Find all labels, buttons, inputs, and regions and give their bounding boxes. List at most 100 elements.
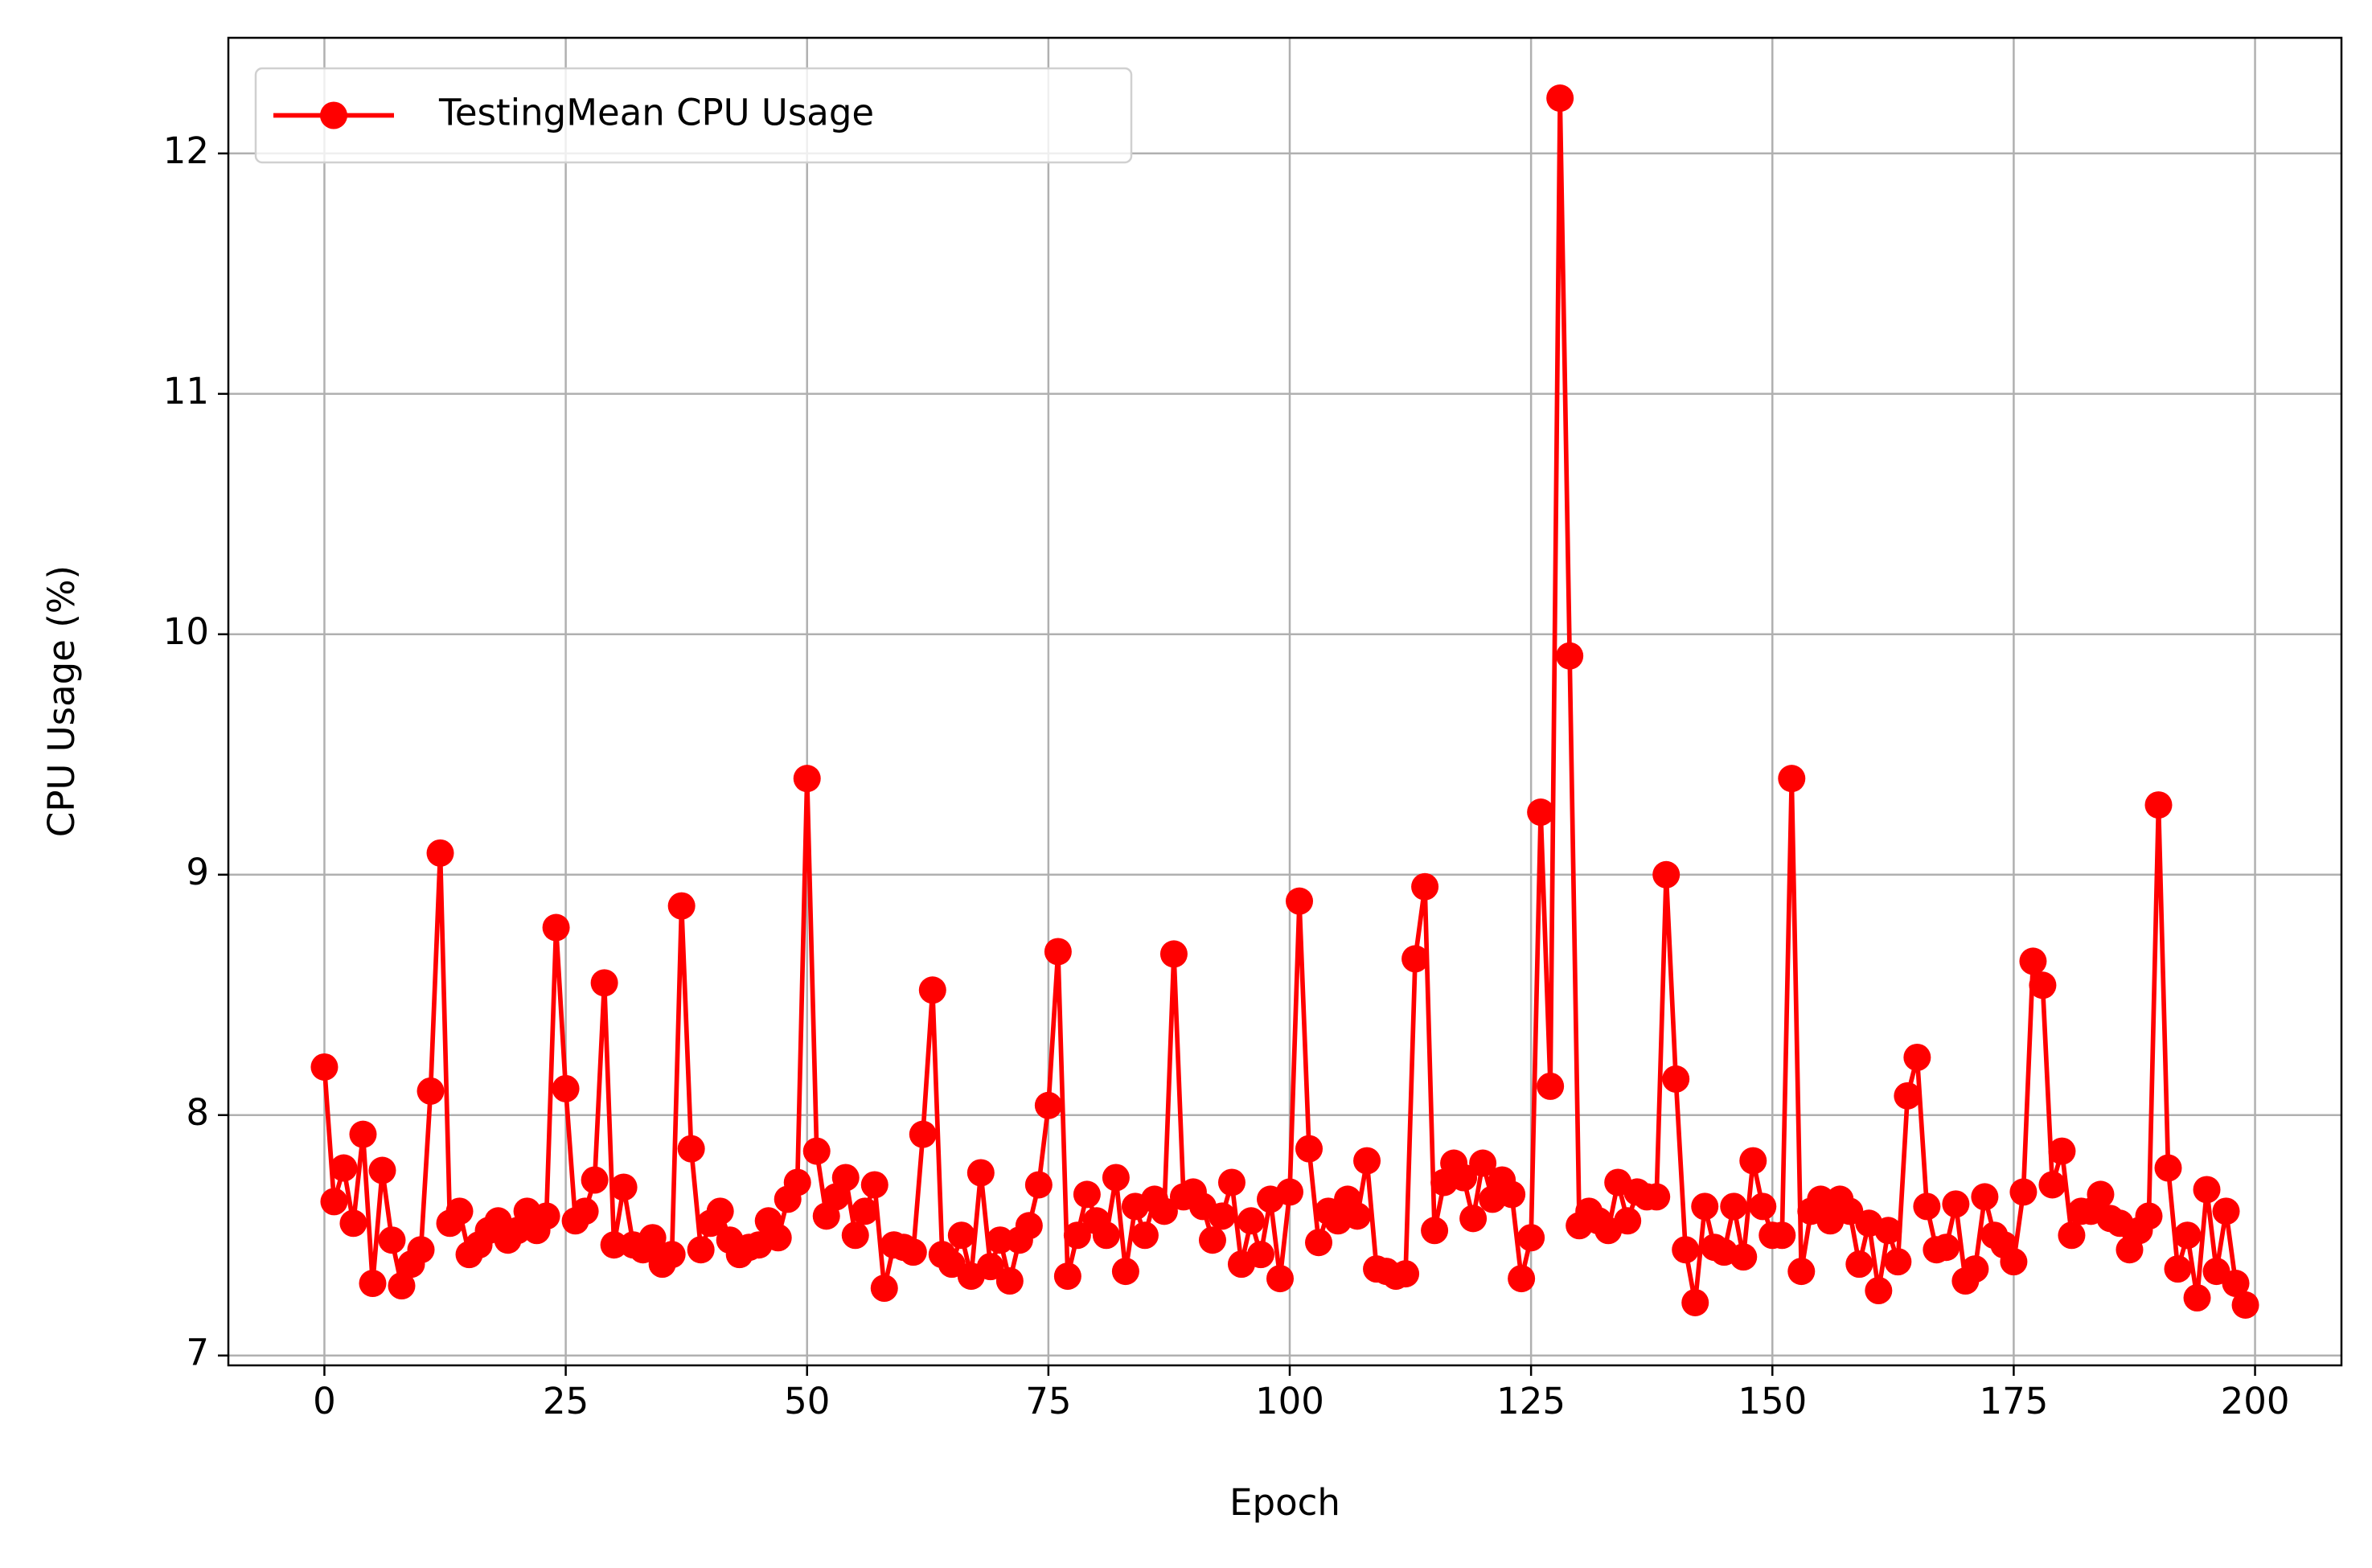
data-point: [426, 839, 454, 867]
data-point: [1739, 1147, 1767, 1175]
data-point: [2000, 1248, 2028, 1276]
data-point: [1295, 1135, 1323, 1163]
data-point: [2029, 971, 2057, 999]
data-point: [320, 1188, 348, 1216]
x-tick-label: 50: [784, 1380, 830, 1422]
data-point: [947, 1221, 975, 1250]
data-point: [802, 1137, 831, 1165]
data-point: [1111, 1258, 1139, 1286]
data-point: [2231, 1291, 2259, 1319]
data-point: [1353, 1147, 1381, 1175]
data-point: [571, 1197, 599, 1225]
data-point: [368, 1156, 396, 1184]
data-point: [1720, 1192, 1748, 1221]
data-point: [2144, 791, 2173, 819]
data-point: [417, 1077, 445, 1105]
data-point: [1681, 1288, 1709, 1316]
data-point: [339, 1209, 367, 1238]
data-point: [609, 1173, 638, 1201]
data-point: [2048, 1137, 2076, 1165]
data-point: [1092, 1221, 1120, 1250]
data-point: [995, 1267, 1024, 1295]
data-point: [532, 1202, 560, 1230]
data-point: [1614, 1207, 1642, 1235]
data-point: [2135, 1202, 2163, 1230]
data-point: [590, 969, 618, 997]
data-point: [552, 1074, 580, 1102]
legend: TestingMean CPU Usage: [254, 67, 1133, 164]
data-point: [1498, 1180, 1526, 1209]
data-point: [831, 1164, 860, 1192]
y-axis-label: CPU Usage (%): [40, 565, 83, 837]
data-point: [1508, 1265, 1536, 1293]
data-point: [1527, 798, 1555, 827]
data-point: [1691, 1192, 1719, 1221]
data-point: [764, 1224, 792, 1252]
data-point: [310, 1053, 339, 1081]
data-point: [1073, 1180, 1101, 1209]
data-point: [2019, 947, 2047, 975]
y-tick-label: 8: [186, 1091, 209, 1134]
data-point: [2173, 1221, 2202, 1250]
data-point: [1556, 642, 1584, 670]
x-tick-label: 75: [1025, 1380, 1071, 1422]
data-point: [445, 1197, 474, 1225]
data-point: [1942, 1190, 1970, 1218]
legend-marker: [320, 101, 347, 129]
x-tick-label: 125: [1496, 1380, 1566, 1422]
data-point: [388, 1272, 416, 1300]
data-point: [1024, 1171, 1053, 1199]
data-point: [1131, 1221, 1159, 1250]
legend-label: TestingMean CPU Usage: [438, 92, 874, 134]
data-point: [783, 1168, 811, 1197]
x-tick-label: 0: [313, 1380, 336, 1422]
y-tick-label: 9: [186, 851, 209, 893]
x-tick-label: 25: [543, 1380, 589, 1422]
data-point: [1063, 1221, 1091, 1250]
data-point: [1450, 1164, 1478, 1192]
data-point: [1643, 1183, 1671, 1211]
data-point: [851, 1197, 879, 1225]
data-point: [1044, 938, 1072, 966]
data-point: [1305, 1229, 1333, 1257]
data-point: [658, 1241, 686, 1269]
y-tick-label: 7: [186, 1332, 209, 1374]
data-point: [1537, 1072, 1565, 1100]
data-point: [1246, 1241, 1274, 1269]
plot-frame: [227, 36, 2343, 1367]
data-point: [1421, 1217, 1449, 1245]
data-point: [600, 1231, 628, 1259]
data-point: [1749, 1192, 1777, 1221]
data-point: [349, 1120, 377, 1148]
data-point: [1768, 1221, 1796, 1250]
data-point: [1053, 1262, 1081, 1291]
x-tick-label: 200: [2221, 1380, 2290, 1422]
data-point: [2164, 1255, 2192, 1283]
data-point: [1517, 1224, 1545, 1252]
data-point: [687, 1236, 715, 1264]
data-point: [860, 1171, 888, 1199]
data-point: [966, 1159, 995, 1187]
data-point: [1469, 1149, 1497, 1177]
data-point: [1344, 1202, 1372, 1230]
data-point: [918, 976, 946, 1004]
data-point: [1237, 1207, 1265, 1235]
data-point: [1266, 1265, 1294, 1293]
data-point: [1874, 1217, 1902, 1245]
data-point: [976, 1253, 1004, 1281]
data-point: [1961, 1255, 1989, 1283]
data-point: [1652, 860, 1681, 889]
data-point: [359, 1270, 387, 1298]
data-point: [2058, 1221, 2086, 1250]
data-point: [1102, 1164, 1130, 1192]
data-point: [581, 1166, 609, 1194]
data-point: [1208, 1202, 1236, 1230]
data-point: [638, 1224, 667, 1252]
data-point: [1150, 1197, 1178, 1225]
data-point: [1730, 1243, 1758, 1271]
data-point: [986, 1226, 1014, 1254]
x-axis-label: Epoch: [1229, 1481, 1340, 1524]
data-point: [407, 1236, 435, 1264]
